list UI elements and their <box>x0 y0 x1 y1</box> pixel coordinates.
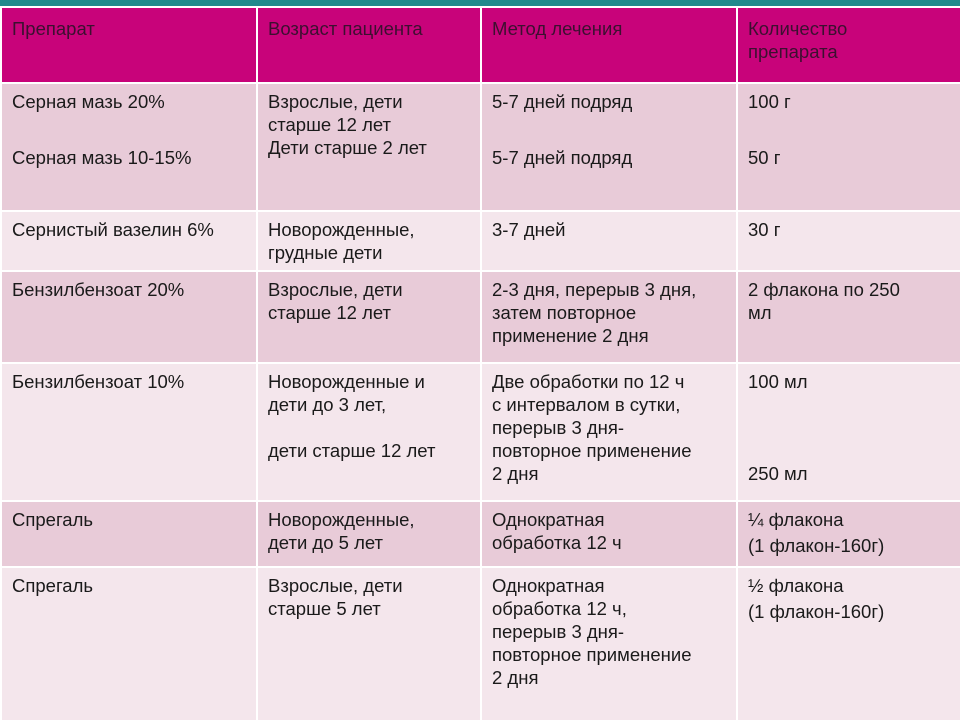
cell-method: 3-7 дней <box>480 210 738 272</box>
cell-method: Однократная обработка 12 ч <box>480 500 738 568</box>
cell-method: Однократная обработка 12 ч, перерыв 3 дн… <box>480 566 738 722</box>
cell-drug: Сернистый вазелин 6% <box>0 210 258 272</box>
cell-quantity: ½ флакона (1 флакон-160г) <box>736 566 960 722</box>
cell-drug: Бензилбензоат 20% <box>0 270 258 364</box>
cell-drug: Спрегаль <box>0 566 258 722</box>
cell-quantity: 30 г <box>736 210 960 272</box>
cell-age: Новорожденные, грудные дети <box>256 210 482 272</box>
table-header-row: Препарат Возраст пациента Метод лечения … <box>0 6 960 84</box>
cell-quantity: ¼ флакона (1 флакон-160г) <box>736 500 960 568</box>
header-method: Метод лечения <box>480 6 738 84</box>
table-row: Спрегаль Новорожденные, дети до 5 лет Од… <box>0 500 960 568</box>
cell-age: Взрослые, дети старше 12 лет <box>256 270 482 364</box>
top-accent-strip <box>0 0 960 6</box>
cell-age: Новорожденные, дети до 5 лет <box>256 500 482 568</box>
cell-quantity: 100 мл 250 мл <box>736 362 960 502</box>
cell-method: 2-3 дня, перерыв 3 дня, затем повторное … <box>480 270 738 364</box>
cell-age: Взрослые, дети старше 12 лет Дети старше… <box>256 82 482 212</box>
table-row: Бензилбензоат 20% Взрослые, дети старше … <box>0 270 960 364</box>
cell-drug: Бензилбензоат 10% <box>0 362 258 502</box>
cell-drug: Серная мазь 20% Серная мазь 10-15% <box>0 82 258 212</box>
cell-age: Новорожденные и дети до 3 лет, дети стар… <box>256 362 482 502</box>
table-row: Сернистый вазелин 6% Новорожденные, груд… <box>0 210 960 272</box>
table-row: Бензилбензоат 10% Новорожденные и дети д… <box>0 362 960 502</box>
cell-drug: Спрегаль <box>0 500 258 568</box>
header-quantity: Количество препарата <box>736 6 960 84</box>
cell-quantity: 2 флакона по 250 мл <box>736 270 960 364</box>
header-age: Возраст пациента <box>256 6 482 84</box>
table-container: Препарат Возраст пациента Метод лечения … <box>0 6 960 722</box>
cell-method: Две обработки по 12 ч с интервалом в сут… <box>480 362 738 502</box>
header-drug: Препарат <box>0 6 258 84</box>
table-row: Спрегаль Взрослые, дети старше 5 лет Одн… <box>0 566 960 722</box>
treatment-table: Препарат Возраст пациента Метод лечения … <box>0 6 960 722</box>
cell-age: Взрослые, дети старше 5 лет <box>256 566 482 722</box>
cell-method: 5-7 дней подряд 5-7 дней подряд <box>480 82 738 212</box>
table-row: Серная мазь 20% Серная мазь 10-15% Взрос… <box>0 82 960 212</box>
cell-quantity: 100 г 50 г <box>736 82 960 212</box>
